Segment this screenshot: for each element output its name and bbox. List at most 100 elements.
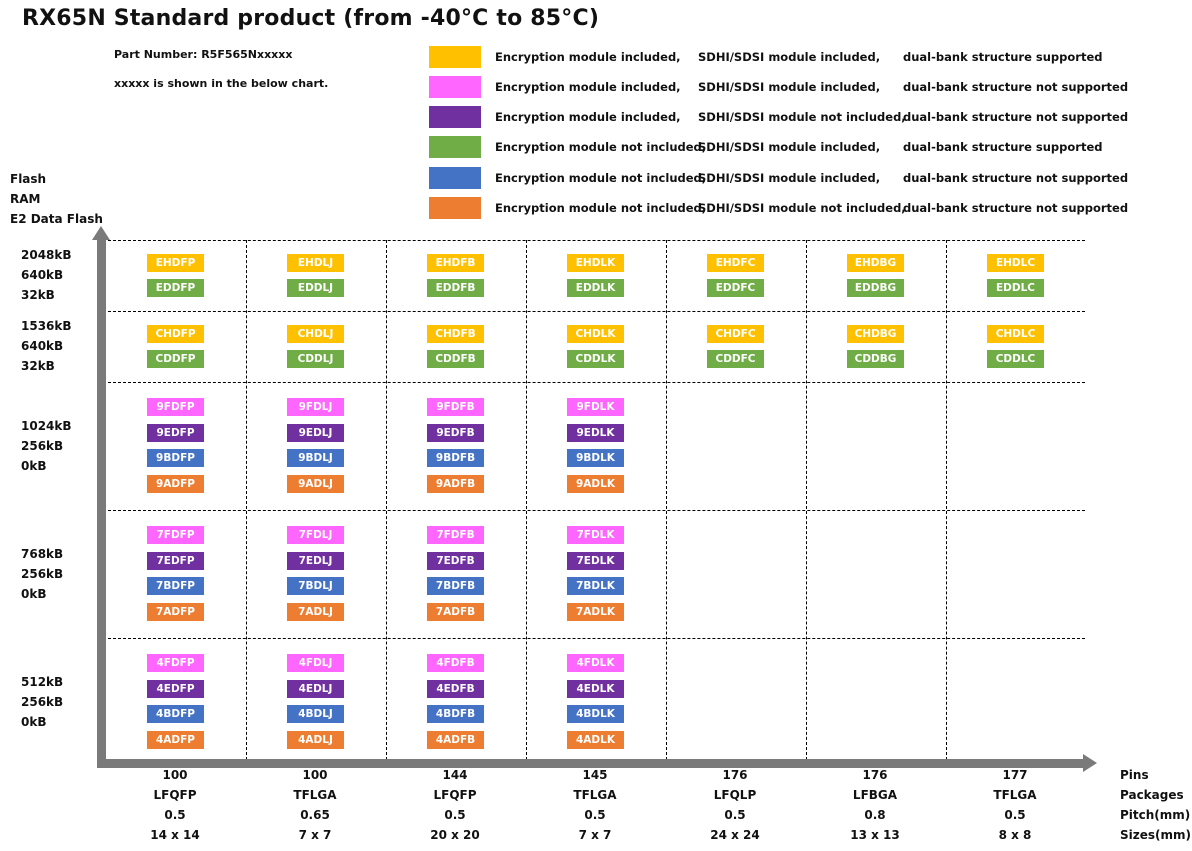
part-code-badge: 9FDFB — [427, 398, 484, 416]
legend-bank: dual-bank structure not supported — [903, 171, 1129, 185]
legend-sdhi: SDHI/SDSI module included, — [698, 140, 881, 154]
legend-bank: dual-bank structure not supported — [903, 110, 1129, 124]
part-code-badge: 9BDLJ — [287, 449, 344, 467]
legend-encryption: Encryption module included, — [495, 50, 681, 64]
part-code-badge: 4EDFP — [147, 680, 204, 698]
part-code-badge: 7ADLJ — [287, 603, 344, 621]
part-code-badge: 7EDLK — [567, 552, 624, 570]
part-code-badge: EDDBG — [847, 279, 904, 297]
part-code-badge: CDDLK — [567, 350, 624, 368]
row-name-pitch: Pitch(mm) — [1120, 808, 1191, 822]
memory-e2-label: 32kB — [21, 288, 55, 302]
memory-e2-label: 32kB — [21, 359, 55, 373]
legend-encryption: Encryption module not included, — [495, 201, 707, 215]
part-code-badge: 7FDLJ — [287, 526, 344, 544]
package-size: 20 x 20 — [430, 828, 480, 842]
part-code-badge: 4ADFB — [427, 731, 484, 749]
part-code-badge: 9EDLK — [567, 424, 624, 442]
package-package: TFLGA — [293, 788, 337, 802]
part-code-badge: 4EDLK — [567, 680, 624, 698]
legend-sdhi: SDHI/SDSI module not included, — [698, 110, 906, 124]
memory-flash-label: 768kB — [21, 547, 64, 561]
legend-swatch — [429, 167, 481, 189]
row-name-packages: Packages — [1120, 788, 1184, 802]
memory-ram-label: 256kB — [21, 695, 64, 709]
part-code-badge: 4FDFP — [147, 654, 204, 672]
part-code-badge: 7ADLK — [567, 603, 624, 621]
memory-ram-label: 256kB — [21, 567, 64, 581]
legend-bank: dual-bank structure not supported — [903, 201, 1129, 215]
row-name-sizes: Sizes(mm) — [1120, 828, 1191, 842]
package-pitch: 0.5 — [1004, 808, 1026, 822]
package-pins: 145 — [582, 768, 608, 782]
legend-swatch — [429, 136, 481, 158]
grid-row-divider — [108, 638, 1085, 639]
grid-row-divider — [108, 240, 1085, 241]
y-axis-label-ram: RAM — [10, 192, 41, 206]
package-package: LFQLP — [713, 788, 757, 802]
page-title: RX65N Standard product (from -40°C to 85… — [22, 6, 600, 31]
part-code-badge: 9EDFB — [427, 424, 484, 442]
part-code-badge: 7FDFP — [147, 526, 204, 544]
row-name-pins: Pins — [1120, 768, 1149, 782]
legend-sdhi: SDHI/SDSI module included, — [698, 50, 881, 64]
legend-swatch — [429, 197, 481, 219]
grid-column-divider — [246, 240, 247, 760]
part-code-badge: EHDLC — [987, 254, 1044, 272]
part-code-badge: EHDLK — [567, 254, 624, 272]
part-code-badge: 7FDLK — [567, 526, 624, 544]
part-code-badge: EDDLC — [987, 279, 1044, 297]
x-axis-arrow-icon — [1083, 754, 1097, 772]
grid-column-divider — [946, 240, 947, 760]
legend-bank: dual-bank structure supported — [903, 140, 1103, 154]
package-package: LFQFP — [433, 788, 477, 802]
part-note: xxxxx is shown in the below chart. — [114, 77, 329, 90]
package-pins: 176 — [722, 768, 748, 782]
part-code-badge: EDDFP — [147, 279, 204, 297]
package-pitch: 0.8 — [864, 808, 886, 822]
package-pins: 100 — [162, 768, 188, 782]
part-code-badge: EDDFB — [427, 279, 484, 297]
legend-swatch — [429, 46, 481, 68]
part-code-badge: CHDFC — [707, 325, 764, 343]
part-code-badge: 7BDFP — [147, 577, 204, 595]
part-code-badge: CDDFC — [707, 350, 764, 368]
memory-ram-label: 640kB — [21, 268, 64, 282]
package-pitch: 0.5 — [584, 808, 606, 822]
legend-sdhi: SDHI/SDSI module not included, — [698, 201, 906, 215]
part-code-badge: 9ADFP — [147, 475, 204, 493]
part-code-badge: 9BDFP — [147, 449, 204, 467]
legend-encryption: Encryption module included, — [495, 80, 681, 94]
part-code-badge: EHDFC — [707, 254, 764, 272]
part-code-badge: 9EDFP — [147, 424, 204, 442]
package-package: LFBGA — [852, 788, 898, 802]
package-size: 7 x 7 — [578, 828, 612, 842]
legend-encryption: Encryption module not included, — [495, 171, 707, 185]
package-size: 7 x 7 — [298, 828, 332, 842]
package-package: TFLGA — [993, 788, 1037, 802]
part-code-badge: EDDLJ — [287, 279, 344, 297]
part-code-badge: CDDLC — [987, 350, 1044, 368]
memory-e2-label: 0kB — [21, 715, 47, 729]
part-code-badge: CDDLJ — [287, 350, 344, 368]
part-code-badge: 4EDFB — [427, 680, 484, 698]
part-code-badge: 4EDLJ — [287, 680, 344, 698]
grid-row-divider — [108, 382, 1085, 383]
part-code-badge: 4ADLK — [567, 731, 624, 749]
part-code-badge: CHDLJ — [287, 325, 344, 343]
memory-ram-label: 640kB — [21, 339, 64, 353]
part-code-badge: 9FDFP — [147, 398, 204, 416]
part-code-badge: 4BDLJ — [287, 705, 344, 723]
legend-bank: dual-bank structure supported — [903, 50, 1103, 64]
grid-column-divider — [526, 240, 527, 760]
part-code-badge: CDDFP — [147, 350, 204, 368]
memory-ram-label: 256kB — [21, 439, 64, 453]
part-code-badge: EHDFB — [427, 254, 484, 272]
part-code-badge: 7ADFB — [427, 603, 484, 621]
legend-encryption: Encryption module included, — [495, 110, 681, 124]
grid-row-divider — [108, 510, 1085, 511]
part-code-badge: 9ADLK — [567, 475, 624, 493]
part-code-badge: 9ADLJ — [287, 475, 344, 493]
legend-bank: dual-bank structure not supported — [903, 80, 1129, 94]
part-code-badge: EHDLJ — [287, 254, 344, 272]
